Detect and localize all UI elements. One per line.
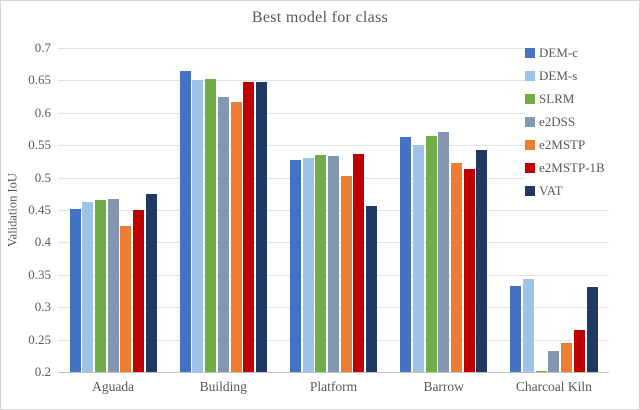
- x-axis-label-platform: Platform: [309, 379, 358, 394]
- legend-entry-e2MSTP-1B: e2MSTP-1B: [525, 156, 615, 179]
- legend-label: e2MSTP-1B: [539, 159, 605, 175]
- bar-e2MSTP-1B-building: [243, 81, 255, 372]
- legend-swatch-icon: [525, 116, 535, 127]
- bar-e2DSS-platform: [328, 156, 339, 372]
- bar-SLRM-aguada: [94, 200, 106, 372]
- gridline-0.7: [58, 48, 609, 49]
- bar-e2MSTP-1B-aguada: [133, 210, 144, 372]
- gridline-0.2: [58, 372, 609, 373]
- bar-e2MSTP-1B-barrow: [463, 169, 475, 372]
- bar-e2MSTP-barrow: [450, 162, 462, 372]
- bar-DEM-c-charcoal-kiln: [510, 285, 522, 372]
- bar-e2MSTP-1B-platform: [353, 153, 365, 372]
- legend-entry-e2DSS: e2DSS: [525, 110, 615, 133]
- y-tick-label: 0.7: [34, 40, 51, 55]
- legend-swatch-icon: [525, 139, 535, 150]
- bar-e2DSS-building: [217, 96, 229, 372]
- legend-label: e2DSS: [539, 113, 576, 129]
- y-tick-label: 0.4: [34, 234, 51, 249]
- bar-SLRM-barrow: [425, 135, 437, 372]
- legend-swatch-icon: [525, 185, 535, 196]
- bar-SLRM-building: [205, 79, 217, 372]
- y-tick-label: 0.65: [28, 72, 51, 87]
- bar-DEM-c-platform: [289, 160, 301, 372]
- bar-e2MSTP-1B-charcoal-kiln: [573, 329, 585, 372]
- legend-label: VAT: [539, 182, 563, 198]
- bar-VAT-aguada: [145, 193, 157, 372]
- x-axis-label-charcoal-kiln: Charcoal Kiln: [515, 379, 592, 394]
- bar-DEM-s-charcoal-kiln: [523, 279, 534, 372]
- legend-label: DEM-c: [539, 44, 578, 60]
- bar-VAT-building: [255, 82, 267, 372]
- bar-e2MSTP-platform: [340, 175, 352, 372]
- legend-swatch-icon: [525, 70, 535, 81]
- gridline-0.6: [58, 113, 609, 114]
- bar-e2MSTP-building: [230, 101, 242, 372]
- legend-entry-e2MSTP: e2MSTP: [525, 133, 615, 156]
- bar-e2DSS-barrow: [438, 132, 450, 372]
- legend-label: DEM-s: [539, 67, 578, 83]
- bar-DEM-s-aguada: [82, 201, 94, 372]
- bar-SLRM-charcoal-kiln: [535, 370, 547, 372]
- y-tick-label: 0.5: [34, 170, 51, 185]
- bar-DEM-s-platform: [302, 158, 314, 372]
- bar-DEM-s-barrow: [412, 145, 424, 372]
- y-tick-label: 0.35: [28, 267, 51, 282]
- bar-VAT-charcoal-kiln: [586, 286, 598, 372]
- legend-entry-SLRM: SLRM: [525, 87, 615, 110]
- gridline-0.65: [58, 80, 609, 81]
- legend: DEM-c DEM-s SLRM e2DSS e2MSTP e2MSTP-1B VAT: [525, 41, 615, 202]
- bar-DEM-c-building: [179, 70, 191, 372]
- x-axis-label-aguada: Aguada: [92, 379, 135, 394]
- bar-DEM-c-aguada: [69, 208, 81, 372]
- y-tick-label: 0.45: [28, 202, 51, 217]
- legend-swatch-icon: [525, 93, 535, 104]
- y-tick-label: 0.6: [34, 105, 51, 120]
- y-tick-label: 0.2: [34, 364, 51, 379]
- bar-VAT-platform: [366, 206, 378, 372]
- bar-e2DSS-charcoal-kiln: [548, 351, 560, 372]
- x-axis-label-barrow: Barrow: [423, 379, 464, 394]
- y-tick-label: 0.3: [34, 299, 51, 314]
- chart-title: Best model for class: [251, 9, 389, 26]
- legend-entry-VAT: VAT: [525, 179, 615, 202]
- bar-DEM-s-building: [192, 80, 204, 372]
- gridline-0.55: [58, 145, 609, 146]
- legend-swatch-icon: [525, 162, 535, 173]
- y-tick-label: 0.55: [28, 137, 51, 152]
- bar-DEM-c-barrow: [400, 137, 412, 372]
- bar-e2DSS-aguada: [107, 199, 119, 372]
- bar-e2MSTP-charcoal-kiln: [561, 342, 573, 372]
- x-axis-label-building: Building: [199, 379, 247, 394]
- legend-label: SLRM: [539, 90, 575, 106]
- y-tick-label: 0.25: [28, 332, 51, 347]
- bar-SLRM-platform: [315, 154, 327, 372]
- legend-label: e2MSTP: [539, 136, 586, 152]
- legend-entry-DEM-s: DEM-s: [525, 64, 615, 87]
- legend-swatch-icon: [525, 47, 535, 58]
- bar-VAT-barrow: [476, 150, 488, 372]
- legend-entry-DEM-c: DEM-c: [525, 41, 615, 64]
- bar-e2MSTP-aguada: [120, 226, 132, 372]
